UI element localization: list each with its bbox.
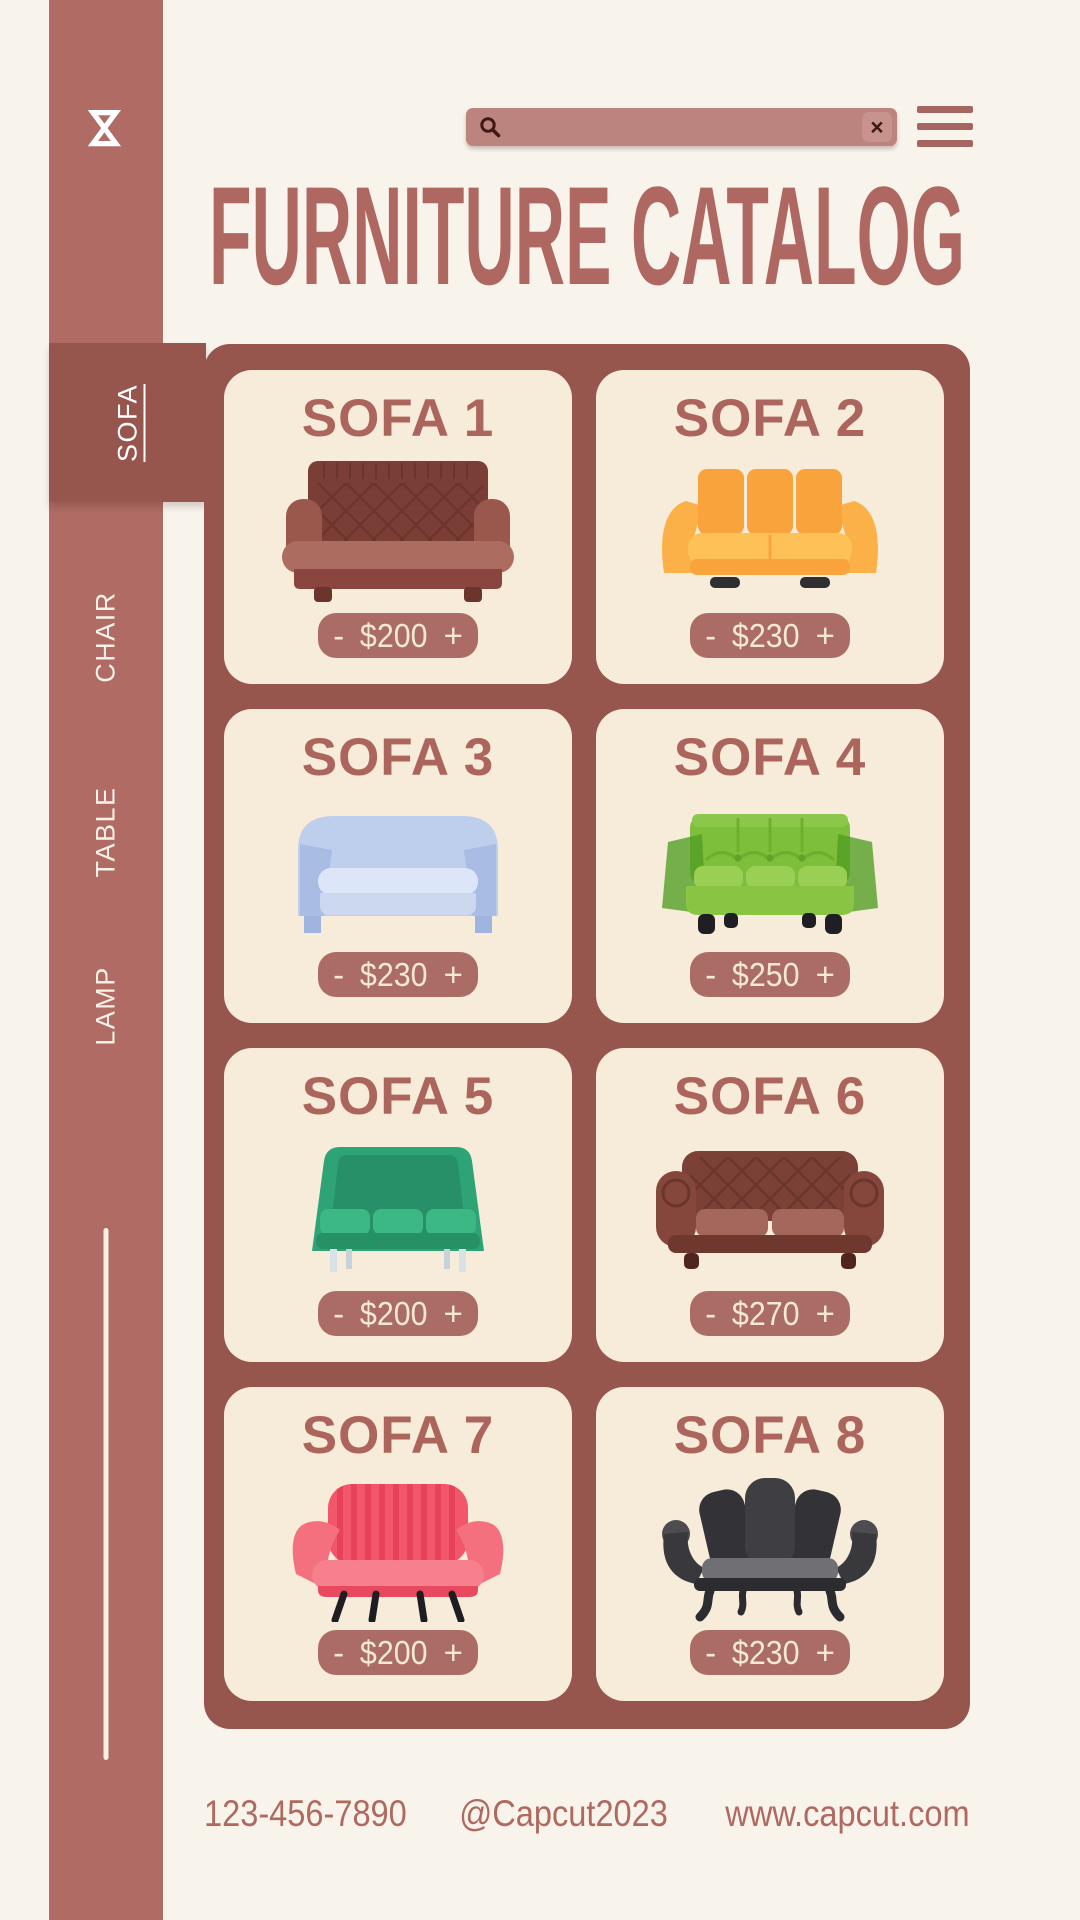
price-stepper: - $250 + xyxy=(690,952,850,997)
sidebar-divider-line xyxy=(103,1228,109,1760)
increase-button[interactable]: + xyxy=(443,1633,463,1671)
price-value: $200 xyxy=(360,1294,428,1332)
footer-website: www.capcut.com xyxy=(725,1793,970,1834)
sidebar-tab-sofa-label: SOFA xyxy=(112,383,142,462)
card-title: SOFA 7 xyxy=(301,1406,495,1465)
decrease-button[interactable]: - xyxy=(333,1294,345,1332)
increase-button[interactable]: + xyxy=(815,1294,835,1332)
decrease-button[interactable]: - xyxy=(333,616,345,654)
footer: 123-456-7890 @Capcut2023 www.capcut.com xyxy=(204,1793,970,1835)
price-stepper: - $200 + xyxy=(318,1630,478,1675)
sidebar-tab-chair[interactable]: CHAIR xyxy=(90,591,121,683)
catalog-card-sofa-4: SOFA 4 - $250 + xyxy=(596,709,944,1023)
increase-button[interactable]: + xyxy=(443,1294,463,1332)
page-title: FURNITURE CATALOG xyxy=(209,180,965,295)
price-stepper: - $230 + xyxy=(690,613,850,658)
sofa-illustration-red-striped xyxy=(278,1472,518,1624)
price-value: $250 xyxy=(732,955,800,993)
price-stepper: - $230 + xyxy=(318,952,478,997)
sidebar-tab-lamp[interactable]: LAMP xyxy=(90,966,121,1046)
price-value: $200 xyxy=(360,616,428,654)
hamburger-bar xyxy=(917,106,973,113)
sofa-illustration-lime-lounge xyxy=(650,794,890,944)
card-title: SOFA 1 xyxy=(301,389,495,448)
sofa-illustration-orange-modern xyxy=(650,455,890,605)
sofa-illustration-maroon-chesterfield xyxy=(278,455,518,605)
catalog-card-sofa-7: SOFA 7 - $200 + xyxy=(224,1387,572,1701)
decrease-button[interactable]: - xyxy=(705,1294,717,1332)
catalog-card-sofa-6: SOFA 6 - $270 + xyxy=(596,1048,944,1362)
price-value: $270 xyxy=(732,1294,800,1332)
price-stepper: - $270 + xyxy=(690,1291,850,1336)
sidebar-tab-sofa[interactable]: SOFA xyxy=(49,343,206,502)
decrease-button[interactable]: - xyxy=(705,955,717,993)
catalog-card-sofa-3: SOFA 3 - $230 + xyxy=(224,709,572,1023)
increase-button[interactable]: + xyxy=(815,955,835,993)
clear-search-button[interactable]: × xyxy=(862,112,892,142)
hamburger-bar xyxy=(917,123,973,130)
decrease-button[interactable]: - xyxy=(333,1633,345,1671)
sofa-illustration-brown-chesterfield xyxy=(650,1133,890,1283)
decrease-button[interactable]: - xyxy=(333,955,345,993)
sofa-illustration-periwinkle-classic xyxy=(278,794,518,944)
page-title-text: FURNITURE CATALOG xyxy=(209,180,965,295)
hamburger-menu-icon[interactable] xyxy=(917,106,973,147)
price-value: $230 xyxy=(732,1633,800,1671)
card-title: SOFA 2 xyxy=(673,389,867,448)
search-icon xyxy=(480,117,501,138)
card-title: SOFA 8 xyxy=(673,1406,867,1465)
sofa-illustration-teal-cushion xyxy=(278,1133,518,1283)
card-title: SOFA 5 xyxy=(301,1067,495,1126)
decrease-button[interactable]: - xyxy=(705,616,717,654)
catalog-panel: SOFA 1 - $200 + SOFA 2 - $230 + SOFA 3 -… xyxy=(204,344,970,1729)
card-title: SOFA 3 xyxy=(301,728,495,787)
sidebar-tab-table[interactable]: TABLE xyxy=(90,786,121,878)
price-stepper: - $230 + xyxy=(690,1630,850,1675)
search-bar: × xyxy=(466,107,897,147)
search-input[interactable] xyxy=(509,107,862,147)
footer-handle: @Capcut2023 xyxy=(459,1793,668,1834)
footer-phone: 123-456-7890 xyxy=(204,1793,407,1834)
increase-button[interactable]: + xyxy=(443,955,463,993)
catalog-card-sofa-1: SOFA 1 - $200 + xyxy=(224,370,572,684)
catalog-card-sofa-8: SOFA 8 - $230 + xyxy=(596,1387,944,1701)
decrease-button[interactable]: - xyxy=(705,1633,717,1671)
price-value: $230 xyxy=(732,616,800,654)
sidebar: ⋈ CHAIR TABLE LAMP xyxy=(49,0,163,1920)
card-title: SOFA 4 xyxy=(673,728,867,787)
card-title: SOFA 6 xyxy=(673,1067,867,1126)
catalog-card-sofa-5: SOFA 5 - $200 + xyxy=(224,1048,572,1362)
increase-button[interactable]: + xyxy=(815,1633,835,1671)
price-value: $230 xyxy=(360,955,428,993)
hamburger-bar xyxy=(917,140,973,147)
price-stepper: - $200 + xyxy=(318,613,478,658)
increase-button[interactable]: + xyxy=(443,616,463,654)
capcut-logo-icon: ⋈ xyxy=(79,105,133,151)
increase-button[interactable]: + xyxy=(815,616,835,654)
sofa-illustration-black-vintage xyxy=(650,1472,890,1622)
price-stepper: - $200 + xyxy=(318,1291,478,1336)
price-value: $200 xyxy=(360,1633,428,1671)
catalog-card-sofa-2: SOFA 2 - $230 + xyxy=(596,370,944,684)
